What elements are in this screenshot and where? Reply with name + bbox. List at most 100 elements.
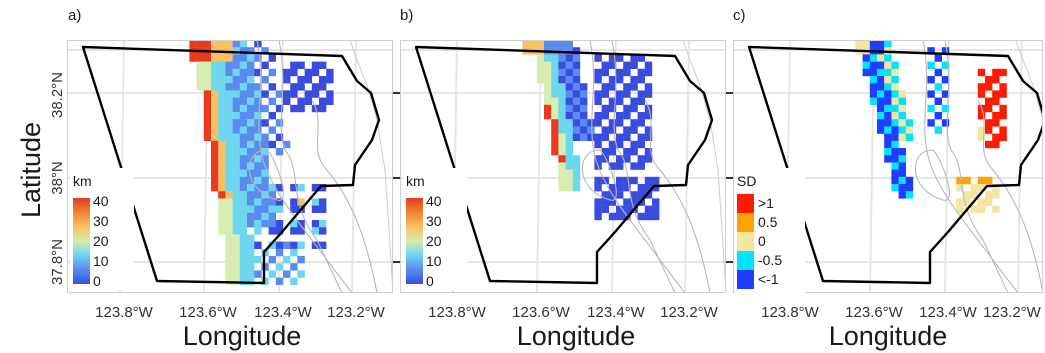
- grid-cell: [290, 104, 298, 113]
- grid-cell: [261, 140, 269, 149]
- grid-cell: [934, 112, 942, 120]
- grid-cell: [247, 83, 255, 91]
- grid-cell: [218, 54, 226, 62]
- grid-cell: [992, 97, 1000, 105]
- grid-cell: [225, 148, 233, 156]
- grid-cell: [616, 184, 624, 192]
- grid-cell: [630, 61, 638, 69]
- grid-cell: [551, 97, 559, 105]
- grid-cell: [232, 40, 240, 48]
- grid-cell: [247, 119, 255, 127]
- grid-cell: [862, 68, 870, 77]
- grid-cell: [558, 162, 566, 170]
- grid-cell: [898, 126, 906, 134]
- grid-cell: [247, 241, 255, 249]
- grid-cell: [239, 176, 248, 185]
- grid-cell: [891, 155, 899, 163]
- grid-cell: [623, 90, 631, 98]
- grid-cell: [630, 198, 638, 206]
- grid-cell: [558, 76, 566, 84]
- grid-cell: [239, 248, 248, 257]
- map-panel-b: [400, 40, 726, 293]
- grid-cell: [877, 126, 885, 134]
- grid-cell: [319, 61, 327, 69]
- panel-label-b: b): [400, 7, 413, 24]
- grid-cell: [970, 205, 978, 213]
- grid-cell: [304, 97, 312, 105]
- grid-cell: [985, 83, 993, 91]
- grid-cell: [898, 104, 906, 113]
- grid-cell: [580, 90, 588, 98]
- grid-cell: [637, 184, 645, 192]
- grid-cell: [551, 148, 559, 156]
- grid-cell: [970, 184, 978, 192]
- grid-cell: [956, 184, 964, 192]
- grid-cell: [203, 104, 212, 113]
- bathymetry-line: [311, 99, 378, 293]
- grid-cell: [601, 148, 609, 156]
- grid-cell: [254, 155, 262, 163]
- grid-cell: [225, 176, 233, 185]
- grid-cell: [247, 220, 255, 228]
- grid-cell: [311, 227, 320, 235]
- grid-cell: [558, 169, 566, 177]
- grid-cell: [644, 68, 653, 77]
- grid-cell: [225, 97, 233, 105]
- grid-cell: [644, 205, 653, 213]
- grid-cell: [247, 140, 255, 149]
- grid-cell: [232, 54, 240, 62]
- grid-cell: [225, 227, 233, 235]
- grid-cell: [992, 140, 1000, 149]
- grid-cell: [536, 54, 545, 62]
- grid-cell: [601, 205, 609, 213]
- grid-cell: [594, 76, 602, 84]
- grid-cell: [203, 76, 212, 84]
- grid-cell: [898, 97, 906, 105]
- grid-cell: [247, 176, 255, 185]
- lat-tick-38-2: 38.2°N: [49, 72, 66, 118]
- grid-cell: [977, 112, 986, 120]
- grid-cell: [247, 263, 255, 271]
- grid-cell: [992, 205, 1000, 213]
- grid-cell: [898, 155, 906, 163]
- grid-cell: [616, 119, 624, 127]
- legend-b-title: km: [406, 173, 425, 189]
- grid-cell: [877, 40, 885, 48]
- grid-cell: [232, 155, 240, 163]
- grid-cell: [239, 256, 248, 264]
- grid-cell: [905, 191, 914, 199]
- grid-cell: [905, 119, 914, 127]
- grid-cell: [290, 68, 298, 77]
- grid-cell: [616, 68, 624, 77]
- grid-cell: [211, 61, 219, 69]
- grid-cell: [572, 68, 581, 77]
- grid-cell: [275, 184, 284, 192]
- grid-cell: [565, 140, 573, 149]
- grid-cell: [580, 126, 588, 134]
- legend-c-label-gt1: >1: [758, 195, 774, 211]
- grid-cell: [544, 90, 552, 98]
- grid-cell: [297, 61, 305, 69]
- grid-cell: [898, 162, 906, 170]
- grid-cell: [572, 90, 581, 98]
- grid-cell: [644, 191, 653, 199]
- grid-cell: [297, 270, 305, 278]
- grid-cell: [203, 90, 212, 98]
- grid-cell: [934, 126, 942, 134]
- grid-cell: [977, 176, 986, 185]
- grid-cell: [225, 90, 233, 98]
- grid-cell: [261, 47, 269, 55]
- grid-cell: [254, 68, 262, 77]
- grid-cell: [630, 83, 638, 91]
- grid-cell: [290, 263, 298, 271]
- grid-cell: [999, 83, 1007, 91]
- grid-cell: [247, 162, 255, 170]
- grid-cell: [551, 140, 559, 149]
- grid-cell: [232, 133, 240, 141]
- grid-cell: [218, 205, 226, 213]
- grid-cell: [319, 76, 327, 84]
- grid-cell: [572, 83, 581, 91]
- grid-cell: [630, 104, 638, 113]
- grid-cell: [247, 126, 255, 134]
- grid-cell: [608, 61, 617, 69]
